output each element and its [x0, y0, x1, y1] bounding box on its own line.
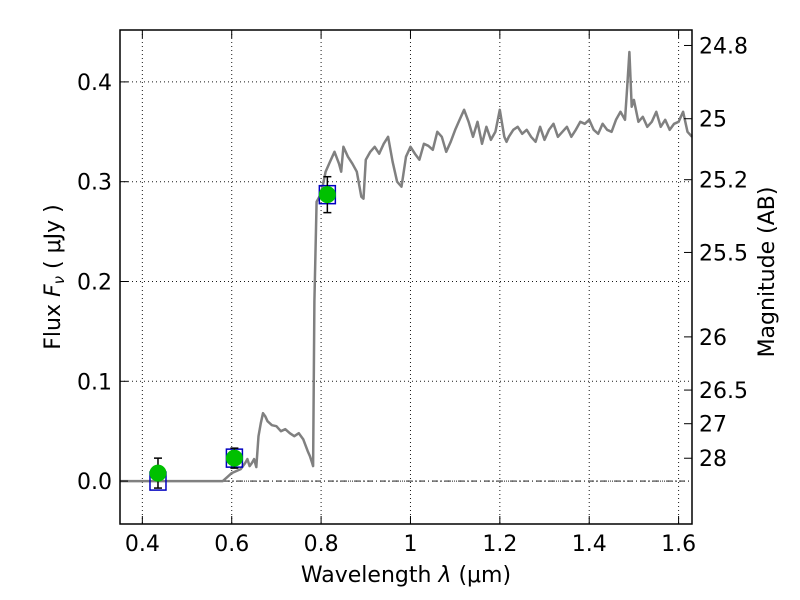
x-axis-label: Wavelength λ (μm): [301, 563, 511, 588]
y2-axis-label: Magnitude (AB): [755, 187, 780, 358]
y2-tick-label: 25: [699, 108, 727, 133]
observed-point: [149, 464, 167, 482]
y2-tick-label: 27: [699, 413, 727, 438]
y2-tick-label: 28: [699, 447, 727, 472]
x-tick-label: 1.4: [572, 532, 607, 557]
plot-area: [120, 50, 693, 491]
x-tick-label: 0.6: [214, 532, 249, 557]
y-tick-label: 0.2: [77, 270, 112, 295]
y2-tick-label: 25.5: [699, 241, 748, 266]
x-tick-label: 0.8: [304, 532, 339, 557]
x-tick-label: 1.2: [482, 532, 517, 557]
plot-frame: [119, 29, 693, 525]
observed-point: [318, 186, 336, 204]
grid-lines: [120, 30, 692, 524]
axis-ticks: 0.4 0.6 0.8 1 1.2 1.4 1.6 0.0 0.1 0.2 0.3 0.4 24.8 25…: [77, 30, 748, 557]
y2-tick-label: 24.8: [699, 34, 748, 59]
y2-tick-label: 26.5: [699, 379, 748, 404]
observed-point: [225, 449, 243, 467]
y-tick-label: 0.0: [77, 470, 112, 495]
y-tick-label: 0.4: [77, 71, 112, 96]
y2-tick-label: 26: [699, 326, 727, 351]
y-tick-label: 0.1: [77, 370, 112, 395]
model-photometry-boxes: [149, 184, 337, 491]
y2-tick-label: 25.2: [699, 169, 748, 194]
x-tick-label: 1.6: [661, 532, 696, 557]
observed-photometry-points: [149, 175, 336, 489]
y-tick-label: 0.3: [77, 171, 112, 196]
x-tick-label: 0.4: [125, 532, 160, 557]
model-sed-line: [120, 50, 693, 483]
x-tick-label: 1: [403, 532, 417, 557]
y-axis-label: Flux Fν ( μJy ): [41, 204, 68, 349]
